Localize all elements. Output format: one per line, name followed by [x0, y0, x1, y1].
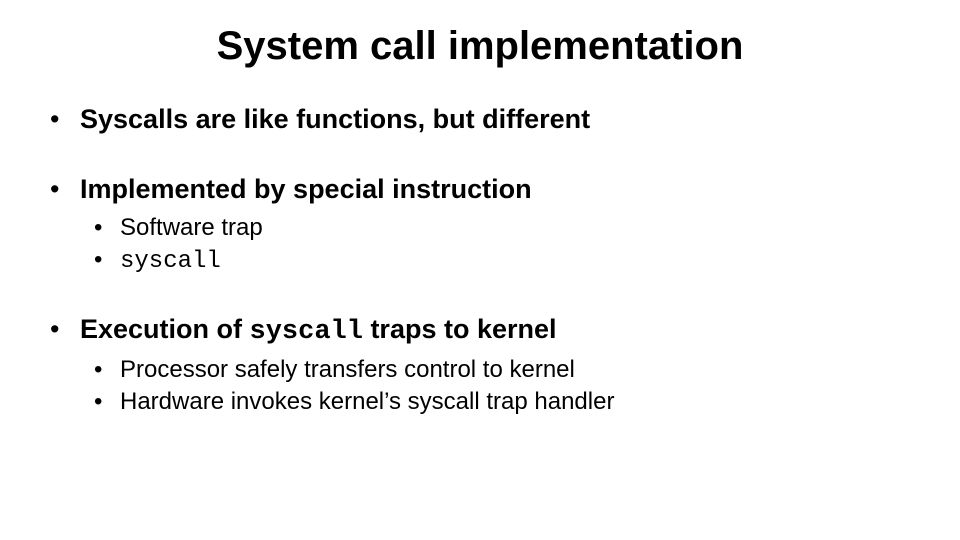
sub-bullet-item: Hardware invokes kernel’s syscall trap h…	[80, 387, 920, 417]
bullet-text: Implemented by special instruction	[80, 174, 532, 204]
sub-bullet-text: Hardware invokes kernel’s syscall trap h…	[120, 388, 614, 415]
sub-bullet-text: Processor safely transfers control to ke…	[120, 356, 575, 383]
bullet-item: Implemented by special instruction Softw…	[40, 173, 920, 277]
sub-bullet-text-mono: syscall	[120, 248, 221, 275]
bullet-item: Syscalls are like functions, but differe…	[40, 103, 920, 137]
sub-bullet-list: Software trap syscall	[80, 213, 920, 277]
slide: System call implementation Syscalls are …	[0, 0, 960, 540]
sub-bullet-item: Processor safely transfers control to ke…	[80, 355, 920, 385]
sub-bullet-item: Software trap	[80, 213, 920, 243]
slide-title: System call implementation	[40, 24, 920, 69]
bullet-text: Syscalls are like functions, but differe…	[80, 104, 590, 134]
bullet-text-prefix: Execution of	[80, 314, 250, 344]
sub-bullet-text: Software trap	[120, 214, 263, 241]
bullet-list: Syscalls are like functions, but differe…	[40, 103, 920, 417]
sub-bullet-list: Processor safely transfers control to ke…	[80, 355, 920, 417]
bullet-text-suffix: traps to kernel	[363, 314, 557, 344]
bullet-text-mono: syscall	[250, 317, 363, 347]
bullet-item: Execution of syscall traps to kernel Pro…	[40, 313, 920, 418]
sub-bullet-item: syscall	[80, 245, 920, 277]
